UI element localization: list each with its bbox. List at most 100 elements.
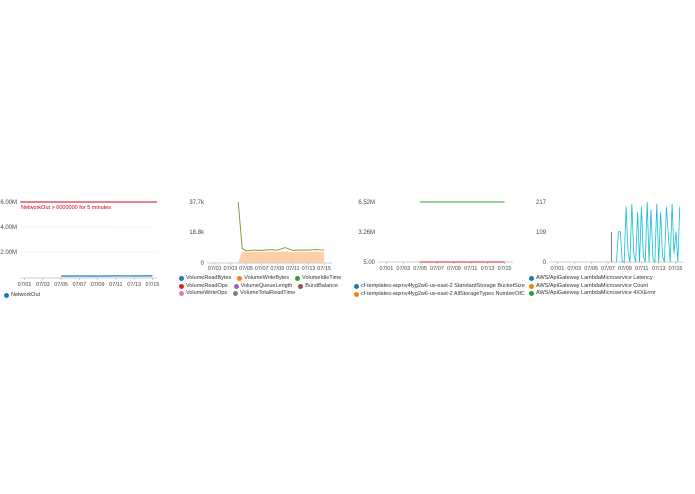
legend-swatch-icon [529,283,534,289]
x-tick-label: 07/15 [317,266,331,272]
y-tick-label: 37.7k [189,200,205,206]
x-tick-label: 07/07 [255,266,269,272]
legend-swatch-icon [354,284,359,290]
y-tick-label: 217 [536,200,547,206]
networkout-panel: 6.00M 4.00M 2.00M 07/01 07/03 07/05 07/07 07/09… [0,186,160,306]
y-tick-label: 0 [543,260,547,266]
legend-swatch-icon [237,276,243,282]
x-tick-label: 07/13 [127,282,141,288]
legend-row: AWS/ApiGateway LambdaMicroservice 4XXErr… [529,290,662,298]
ebs-volume-legend: VolumeReadBytes VolumeWriteBytes VolumeIdl… [179,275,347,298]
legend-label: AWS/ApiGateway LambdaMicroservice 4XXErr… [536,290,656,296]
legend-row: AWS/ApiGateway LambdaMicroservice Latenc… [529,275,662,283]
x-tick-label: 07/07 [72,282,86,288]
legend-item[interactable]: BurstBalance [298,283,338,291]
legend-item[interactable]: VolumeReadOps [179,283,228,291]
legend-swatch-icon [179,291,184,297]
legend-swatch-icon [295,276,301,282]
y-tick-label: 18.8k [189,230,205,236]
legend-item[interactable]: VolumeTotalReadTime [233,290,295,298]
x-tick-label: 07/11 [635,266,648,272]
area-write-bytes [238,251,325,263]
legend-item[interactable]: cf-templates-aqxnv4fyg2w6-us-east-2 Stan… [354,283,525,291]
legend-label: cf-templates-aqxnv4fyg2w6-us-east-2 Stan… [361,283,525,289]
x-tick-label: 07/13 [302,266,316,272]
legend-item[interactable]: VolumeQueueLength [233,283,292,291]
legend-item[interactable]: VolumeReadBytes [179,275,231,283]
legend-label: VolumeWriteBytes [244,275,290,281]
x-tick-label: 07/11 [286,266,299,272]
legend-label: cf-templates-aqxnv4fyg2w6-us-east-2 AllS… [361,290,525,297]
y-tick-label: 6.00M [0,200,17,206]
legend-item[interactable]: AWS/ApiGateway LambdaMicroservice Count [529,283,648,291]
x-tick-label: 07/09 [618,266,632,272]
legend-label: VolumeReadOps [186,282,228,289]
legend-row: VolumeReadOps VolumeQueueLength BurstBalan… [179,283,347,291]
legend-item[interactable]: VolumeWriteBytes [237,275,289,283]
legend-label: AWS/ApiGateway LambdaMicroservice Count [536,282,648,289]
x-tick-label: 07/03 [567,266,581,272]
series-line-latency [616,201,681,264]
legend-swatch-icon [529,291,534,297]
legend-item[interactable]: VolumeWriteOps [179,290,227,298]
legend-item[interactable]: AWS/ApiGateway LambdaMicroservice Latenc… [529,275,653,283]
apigateway-legend: AWS/ApiGateway LambdaMicroservice Latenc… [529,275,662,298]
x-tick-label: 07/05 [239,266,253,272]
x-tick-label: 07/15 [146,282,160,288]
legend-item[interactable]: cf-templates-aqxnv4fyg2w6-us-east-2 AllS… [354,291,525,299]
legend-row: AWS/ApiGateway LambdaMicroservice Count [529,283,662,291]
legend-item[interactable]: AWS/ApiGateway LambdaMicroservice 4XXErr… [529,290,656,298]
legend-item[interactable]: NetworkOut [4,292,40,300]
apigateway-chart: 217 109 0 07/01 07/03 07/05 07/07 07/09 07/11 07/… [536,200,684,272]
s3-bucket-legend: cf-templates-aqxnv4fyg2w6-us-east-2 Stan… [354,283,531,298]
apigateway-panel: 217 109 0 07/01 07/03 07/05 07/07 07/09 07/11 07/… [524,186,689,306]
legend-swatch-icon [233,283,239,289]
legend-swatch-icon [179,276,184,282]
y-tick-label: 3.26M [358,230,375,236]
legend-row: VolumeReadBytes VolumeWriteBytes VolumeIdl… [179,275,347,283]
y-tick-label: 0 [201,261,205,267]
legend-swatch-icon [179,283,184,289]
x-tick-label: 07/01 [208,266,222,272]
x-tick-label: 07/07 [430,266,444,272]
x-tick-label: 07/11 [464,266,477,272]
legend-label: VolumeIdleTime [302,275,342,281]
networkout-legend: NetworkOut [4,292,46,300]
legend-swatch-icon [4,293,9,299]
legend-swatch-icon [529,276,534,282]
legend-label: VolumeWriteOps [186,290,228,296]
x-tick-label: 07/15 [498,266,512,272]
legend-row: cf-templates-aqxnv4fyg2w6-us-east-2 Stan… [354,283,531,291]
legend-label: VolumeReadBytes [186,275,232,281]
legend-row: VolumeWriteOps VolumeTotalReadTime [179,290,347,298]
x-tick-label: 07/07 [601,266,615,272]
series-line-idle-time [237,201,325,252]
x-tick-label: 07/09 [91,282,105,288]
legend-swatch-icon [298,283,304,289]
x-tick-label: 07/03 [36,282,50,288]
x-tick-label: 07/13 [481,266,495,272]
legend-item[interactable]: VolumeIdleTime [295,275,341,283]
legend-label: NetworkOut [11,292,41,298]
x-tick-label: 07/15 [669,266,683,272]
legend-swatch-icon [354,291,359,297]
x-tick-label: 07/09 [270,266,284,272]
x-tick-label: 07/11 [109,282,122,288]
s3-bucket-panel: 6.52M 3.26M 5.00 07/01 07/03 07/05 07/07 07/09 0… [348,186,525,306]
x-tick-label: 07/05 [54,282,68,288]
x-tick-label: 07/13 [652,266,666,272]
legend-label: BurstBalance [305,282,338,289]
networkout-chart: 6.00M 4.00M 2.00M 07/01 07/03 07/05 07/07 07/09… [0,200,160,288]
x-tick-label: 07/03 [396,266,410,272]
legend-row: NetworkOut [4,292,46,300]
legend-label: VolumeTotalReadTime [240,290,296,296]
x-tick-label: 07/05 [584,266,598,272]
legend-label: AWS/ApiGateway LambdaMicroservice Latenc… [536,275,653,281]
legend-row: cf-templates-aqxnv4fyg2w6-us-east-2 AllS… [354,291,531,299]
legend-swatch-icon [233,291,239,297]
y-tick-label: 4.00M [0,225,17,231]
y-tick-label: 6.52M [358,200,375,206]
y-tick-label: 2.00M [0,250,17,256]
